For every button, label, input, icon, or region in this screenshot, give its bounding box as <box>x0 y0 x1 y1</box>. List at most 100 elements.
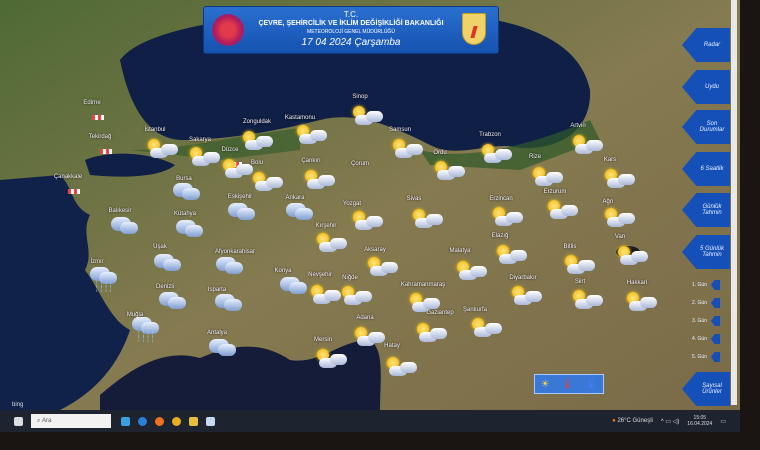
city-label-ordu: Ordu <box>433 150 447 156</box>
cloudy-icon[interactable] <box>170 181 204 203</box>
day-label: 1. Gün <box>691 282 707 288</box>
partly-cloudy-icon[interactable] <box>295 125 329 147</box>
partly-cloudy-icon[interactable] <box>411 209 445 231</box>
partly-cloudy-icon[interactable] <box>408 293 442 315</box>
partly-cloudy-icon[interactable] <box>491 207 525 229</box>
partly-cloudy-icon[interactable] <box>495 245 529 267</box>
city-label-kastamonu: Kastamonu <box>284 115 316 121</box>
header-banner: T.C. ÇEVRE, ŞEHİRCİLİK VE İKLİM DEĞİŞİKL… <box>203 6 499 54</box>
city-label-kutahya: Kütahya <box>173 211 197 217</box>
partly-cloudy-icon[interactable] <box>351 211 385 233</box>
day-2-button[interactable]: 2. Gün <box>692 298 720 308</box>
cloudy-icon[interactable] <box>151 252 185 274</box>
rain-icon[interactable]: ╎╎╎╎ ╎╎╎╎ <box>129 315 163 343</box>
cloudy-icon[interactable] <box>212 292 246 314</box>
cloudy-icon[interactable] <box>213 255 247 277</box>
cloudy-icon[interactable] <box>206 337 240 359</box>
clock-time: 15:05 <box>693 415 707 421</box>
day-5-button[interactable]: 5. Gün <box>692 352 720 362</box>
tray-icons[interactable]: ^ ▭ ◁) <box>660 418 680 425</box>
partly-cloudy-icon[interactable] <box>603 169 637 191</box>
taskbar-search-input[interactable]: ⌕ Ara <box>31 414 111 428</box>
clock[interactable]: 15:05 16.04.2024 <box>687 415 712 427</box>
cloudy-icon[interactable] <box>283 201 317 223</box>
arrow-left-icon <box>711 352 720 362</box>
city-label-mersin: Mersin <box>313 337 333 343</box>
file-explorer-icon[interactable] <box>189 416 198 426</box>
rain-icon[interactable]: ╎╎╎╎ ╎╎╎╎ <box>87 265 121 293</box>
weather-sun-icon: ● <box>612 418 616 424</box>
city-label-hakkari: Hakkari <box>626 280 648 286</box>
city-label-bursa: Bursa <box>176 176 192 182</box>
partly-cloudy-icon[interactable] <box>241 131 275 153</box>
thermometer-icon[interactable]: 🌡 <box>560 378 574 390</box>
taskbar-weather[interactable]: 26°C Güneşli <box>617 418 653 424</box>
partly-cloudy-icon[interactable] <box>391 139 425 161</box>
partly-cloudy-icon[interactable] <box>531 167 565 189</box>
windows-start-icon[interactable] <box>14 416 23 426</box>
city-label-eskisehir: Eskişehir <box>227 194 253 200</box>
partly-cloudy-icon[interactable] <box>510 286 544 308</box>
map-layer-toolbar[interactable]: ☀ 🌡 🌡 <box>534 374 604 394</box>
partly-cloudy-icon[interactable] <box>315 349 349 371</box>
partly-cloudy-icon[interactable] <box>480 144 514 166</box>
rain-drops-icon: ╎╎╎╎ ╎╎╎╎ <box>137 332 156 343</box>
active-window-icon[interactable] <box>206 416 215 426</box>
partly-cloudy-icon[interactable] <box>146 139 180 161</box>
edge-icon[interactable] <box>138 416 147 426</box>
city-label-sakarya: Sakarya <box>188 137 212 143</box>
city-label-antalya: Antalya <box>206 330 228 336</box>
city-label-krsehir: Kırşehir <box>315 223 337 229</box>
partly-cloudy-icon[interactable] <box>351 106 385 128</box>
partly-cloudy-icon[interactable] <box>251 172 285 194</box>
city-label-trabzon: Trabzon <box>479 132 501 138</box>
partly-cloudy-icon[interactable] <box>546 200 580 222</box>
day-3-button[interactable]: 3. Gün <box>692 316 720 326</box>
sun-icon[interactable]: ☀ <box>540 378 550 390</box>
partly-cloudy-icon[interactable] <box>188 147 222 169</box>
day-4-button[interactable]: 4. Gün <box>692 334 720 344</box>
arrow-left-icon <box>711 316 720 326</box>
partly-cloudy-icon[interactable] <box>315 233 349 255</box>
partly-cloudy-icon[interactable] <box>221 159 255 181</box>
cloudy-icon[interactable] <box>173 218 207 240</box>
city-label-isparta: Isparta <box>207 287 227 293</box>
city-label-siirt: Siirt <box>574 279 586 285</box>
thermometer-icon[interactable]: 🌡 <box>584 378 598 390</box>
city-label-zonguldak: Zonguldak <box>242 119 272 125</box>
partly-cloudy-icon[interactable] <box>303 170 337 192</box>
ministry-seal-logo <box>212 14 244 46</box>
partly-cloudy-icon[interactable] <box>571 290 605 312</box>
arrow-left-icon <box>711 298 720 308</box>
cloudy-icon[interactable] <box>225 201 259 223</box>
partly-cloudy-icon[interactable] <box>366 257 400 279</box>
partly-cloudy-icon[interactable] <box>470 318 504 340</box>
cloudy-icon[interactable] <box>277 275 311 297</box>
city-label-adana: Adana <box>356 315 374 321</box>
day-label: 3. Gün <box>691 318 707 324</box>
partly-cloudy-icon[interactable] <box>616 246 650 268</box>
partly-cloudy-icon[interactable] <box>353 327 387 349</box>
vertical-scrollbar[interactable] <box>731 0 737 405</box>
chrome-icon[interactable] <box>172 416 181 426</box>
partly-cloudy-icon[interactable] <box>455 261 489 283</box>
partly-cloudy-icon[interactable] <box>385 357 419 379</box>
notification-icon[interactable]: ▭ <box>720 418 726 425</box>
partly-cloudy-icon[interactable] <box>340 286 374 308</box>
city-label-nevsehir: Nevşehir <box>308 272 332 278</box>
partly-cloudy-icon[interactable] <box>309 285 343 307</box>
city-label-balkesir: Balıkesir <box>108 208 132 214</box>
partly-cloudy-icon[interactable] <box>603 208 637 230</box>
partly-cloudy-icon[interactable] <box>563 255 597 277</box>
cloudy-icon[interactable] <box>156 290 190 312</box>
weather-widget-icon[interactable] <box>121 416 130 426</box>
day-1-button[interactable]: 1. Gün <box>692 280 720 290</box>
partly-cloudy-icon[interactable] <box>625 292 659 314</box>
city-label-agr: Ağrı <box>602 199 614 205</box>
cloudy-icon[interactable] <box>108 215 142 237</box>
firefox-icon[interactable] <box>155 416 164 426</box>
partly-cloudy-icon[interactable] <box>571 135 605 157</box>
partly-cloudy-icon[interactable] <box>415 323 449 345</box>
partly-cloudy-icon[interactable] <box>433 161 467 183</box>
marmara-sea <box>85 153 175 177</box>
